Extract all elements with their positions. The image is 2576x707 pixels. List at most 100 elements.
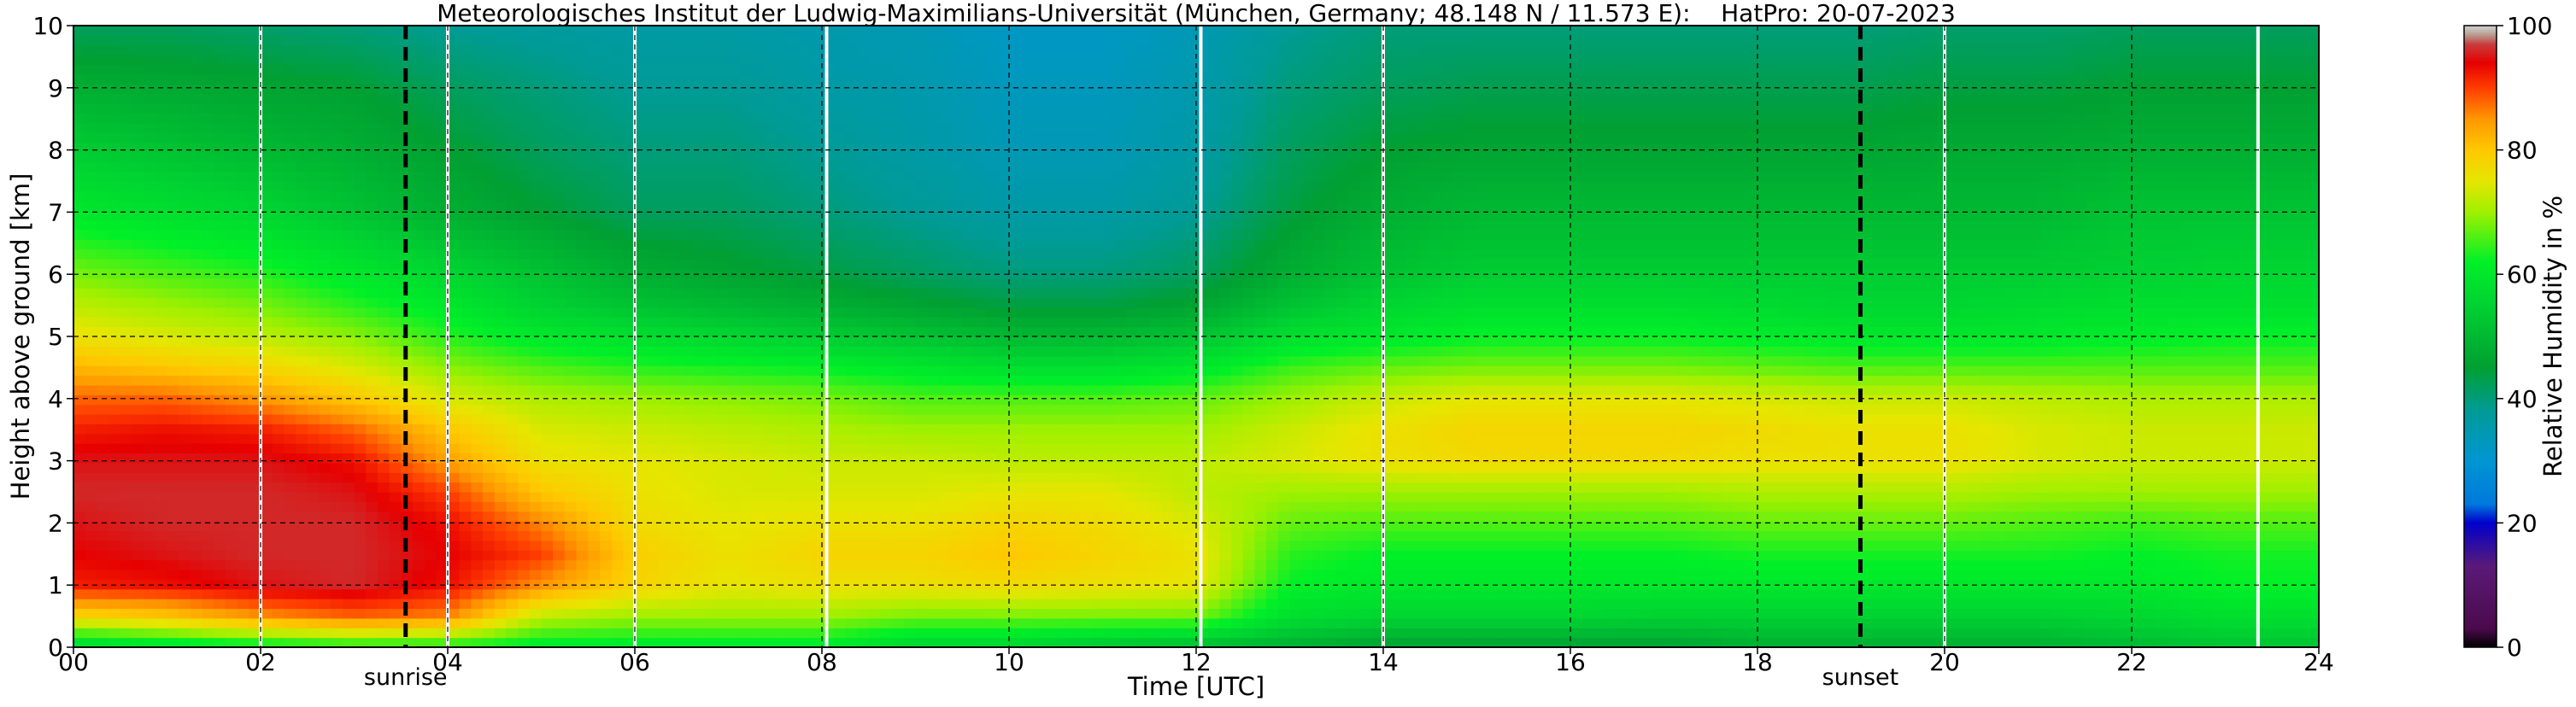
heatmap-cell bbox=[962, 288, 975, 299]
heatmap-cell bbox=[775, 511, 788, 522]
heatmap-cell bbox=[681, 181, 695, 191]
heatmap-cell bbox=[541, 501, 554, 512]
heatmap-cell bbox=[927, 219, 940, 231]
heatmap-cell bbox=[857, 142, 870, 153]
heatmap-cell bbox=[740, 559, 753, 570]
heatmap-cell bbox=[962, 84, 975, 95]
heatmap-cell bbox=[237, 307, 249, 318]
heatmap-cell bbox=[880, 530, 893, 541]
heatmap-cell bbox=[389, 161, 402, 172]
heatmap-cell bbox=[190, 200, 203, 211]
heatmap-cell bbox=[810, 501, 823, 512]
heatmap-cell bbox=[798, 26, 811, 36]
heatmap-cell bbox=[225, 559, 238, 570]
heatmap-cell bbox=[740, 248, 753, 260]
heatmap-cell bbox=[109, 559, 121, 570]
heatmap-cell bbox=[424, 540, 437, 551]
heatmap-cell bbox=[868, 200, 882, 211]
heatmap-cell bbox=[471, 297, 484, 308]
heatmap-cell bbox=[716, 307, 730, 318]
heatmap-cell bbox=[132, 278, 144, 289]
heatmap-cell bbox=[261, 365, 273, 377]
heatmap-cell bbox=[272, 472, 285, 483]
heatmap-cell bbox=[214, 521, 226, 532]
heatmap-cell bbox=[564, 93, 578, 104]
heatmap-cell bbox=[646, 142, 659, 153]
heatmap-cell bbox=[132, 219, 144, 231]
heatmap-cell bbox=[506, 259, 519, 269]
heatmap-cell bbox=[658, 73, 671, 85]
heatmap-cell bbox=[763, 55, 776, 66]
heatmap-cell bbox=[599, 492, 613, 502]
heatmap-cell bbox=[833, 317, 846, 328]
heatmap-cell bbox=[132, 142, 144, 153]
heatmap-cell bbox=[670, 113, 683, 124]
heatmap-cell bbox=[763, 375, 776, 386]
heatmap-cell bbox=[775, 394, 788, 406]
heatmap-cell bbox=[448, 93, 461, 104]
heatmap-cell bbox=[810, 492, 823, 502]
heatmap-cell bbox=[97, 326, 109, 337]
heatmap-cell bbox=[670, 278, 683, 289]
heatmap-cell bbox=[880, 307, 893, 318]
heatmap-cell bbox=[354, 161, 367, 172]
heatmap-cell bbox=[599, 453, 613, 464]
heatmap-cell bbox=[284, 297, 296, 308]
heatmap-cell bbox=[494, 142, 508, 153]
heatmap-cell bbox=[751, 35, 765, 46]
heatmap-cell bbox=[903, 64, 917, 75]
heatmap-cell bbox=[319, 161, 332, 172]
heatmap-cell bbox=[307, 346, 320, 357]
heatmap-cell bbox=[284, 278, 296, 289]
heatmap-cell bbox=[927, 248, 940, 260]
heatmap-cell bbox=[73, 161, 86, 172]
heatmap-cell bbox=[436, 570, 449, 580]
heatmap-cell bbox=[553, 414, 566, 424]
heatmap-cell bbox=[249, 550, 261, 561]
heatmap-cell bbox=[611, 93, 624, 104]
heatmap-cell bbox=[646, 559, 659, 570]
heatmap-cell bbox=[810, 355, 823, 366]
heatmap-cell bbox=[705, 288, 718, 299]
heatmap-cell bbox=[962, 521, 975, 532]
heatmap-cell bbox=[214, 26, 226, 36]
heatmap-cell bbox=[810, 132, 823, 143]
heatmap-cell bbox=[412, 492, 425, 502]
heatmap-cell bbox=[296, 171, 308, 182]
heatmap-cell bbox=[144, 394, 156, 406]
heatmap-cell bbox=[73, 288, 86, 299]
heatmap-cell bbox=[798, 550, 811, 561]
heatmap-cell bbox=[97, 511, 109, 522]
heatmap-cell bbox=[728, 336, 741, 347]
heatmap-cell bbox=[786, 161, 800, 172]
heatmap-cell bbox=[261, 113, 273, 124]
heatmap-cell bbox=[857, 73, 870, 85]
heatmap-cell bbox=[857, 346, 870, 357]
heatmap-cell bbox=[751, 414, 765, 424]
heatmap-cell bbox=[144, 414, 156, 424]
heatmap-cell bbox=[249, 404, 261, 415]
heatmap-cell bbox=[483, 637, 496, 647]
heatmap-cell bbox=[728, 190, 741, 202]
heatmap-cell bbox=[424, 93, 437, 104]
heatmap-cell bbox=[798, 404, 811, 415]
heatmap-cell bbox=[635, 511, 648, 522]
heatmap-cell bbox=[366, 472, 378, 483]
heatmap-cell bbox=[576, 550, 589, 561]
heatmap-cell bbox=[740, 161, 753, 172]
heatmap-cell bbox=[728, 540, 741, 551]
heatmap-cell bbox=[705, 375, 718, 386]
heatmap-cell bbox=[366, 540, 378, 551]
heatmap-cell bbox=[950, 84, 963, 95]
heatmap-cell bbox=[845, 103, 858, 114]
heatmap-cell bbox=[85, 229, 97, 240]
heatmap-cell bbox=[775, 64, 788, 75]
heatmap-cell bbox=[412, 355, 425, 366]
heatmap-cell bbox=[716, 355, 730, 366]
heatmap-cell bbox=[705, 579, 718, 590]
heatmap-cell bbox=[798, 307, 811, 318]
heatmap-cell bbox=[833, 482, 846, 493]
heatmap-cell bbox=[529, 73, 543, 85]
heatmap-cell bbox=[740, 113, 753, 124]
heatmap-cell bbox=[109, 579, 121, 590]
